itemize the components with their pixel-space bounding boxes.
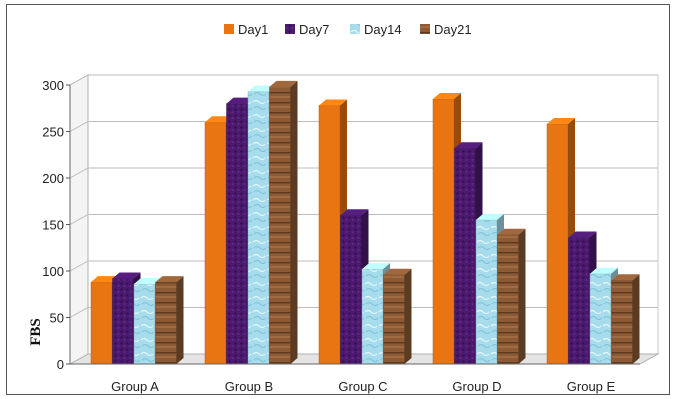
bar-front — [204, 121, 227, 365]
x-tick-label: Group A — [111, 379, 159, 394]
legend-swatch — [285, 24, 295, 34]
bar-front — [155, 281, 177, 365]
bar-front — [432, 98, 455, 365]
bar-front — [133, 283, 156, 365]
legend: Day1 Day7 Day14 Day21 — [224, 22, 472, 37]
bar-front — [611, 280, 633, 365]
y-tick-label: 50 — [50, 311, 64, 326]
bar-top — [112, 272, 141, 279]
bars — [90, 80, 640, 365]
bar-top — [91, 276, 119, 283]
bar — [497, 228, 526, 365]
bar-front — [589, 273, 612, 365]
bar-side — [290, 80, 298, 365]
bar-top — [269, 80, 298, 87]
x-tick-label: Group E — [567, 379, 616, 394]
bar-side — [518, 228, 526, 364]
y-axis-label: FBS — [28, 318, 44, 346]
bar — [269, 80, 298, 365]
bar-top — [568, 231, 597, 238]
gridline — [69, 74, 658, 86]
bar-top — [611, 274, 640, 281]
bar-front — [226, 103, 248, 365]
bar-front — [90, 281, 113, 365]
bar-top — [134, 278, 162, 285]
bar-front — [318, 105, 341, 365]
bar-top — [433, 92, 461, 99]
bar-top — [547, 118, 575, 125]
bar-front — [568, 237, 590, 365]
bar-top — [205, 116, 233, 123]
legend-swatch — [224, 24, 234, 34]
bar-front — [269, 86, 291, 365]
gridline — [69, 121, 658, 132]
y-tick-label: 0 — [57, 357, 64, 372]
y-tick-label: 300 — [42, 78, 64, 93]
bar-top — [497, 228, 526, 235]
bar — [383, 268, 412, 365]
bar-front — [340, 214, 362, 365]
legend-swatch — [420, 24, 430, 34]
bar-front — [361, 268, 384, 365]
bar-top — [383, 268, 412, 275]
y-tick-label: 150 — [42, 218, 64, 233]
legend-label: Day1 — [238, 22, 268, 37]
legend-label: Day14 — [364, 22, 402, 37]
bar — [611, 274, 640, 365]
x-tick-label: Group C — [338, 379, 387, 394]
legend-label: Day21 — [434, 22, 472, 37]
bar — [155, 276, 184, 365]
bar-side — [632, 274, 640, 364]
bar-front — [546, 123, 569, 365]
bar-front — [383, 274, 405, 365]
bar-top — [155, 276, 184, 283]
legend-label: Day7 — [299, 22, 329, 37]
x-tick-label: Group B — [225, 379, 273, 394]
bar-front — [247, 91, 270, 365]
bar-top — [590, 267, 618, 274]
y-tick-label: 100 — [42, 264, 64, 279]
axes: 0 50 100 150 200 250 300 FBS Group A Group B Group… — [28, 78, 640, 394]
bar-top — [476, 213, 504, 220]
bar-top — [319, 99, 347, 106]
bar-top — [248, 85, 276, 92]
legend-swatch — [350, 24, 360, 34]
y-tick-label: 250 — [42, 125, 64, 140]
bar-front — [112, 278, 134, 365]
x-tick-label: Group D — [452, 379, 501, 394]
bar-top — [454, 142, 483, 149]
bar-side — [404, 268, 412, 364]
bar-top — [362, 263, 390, 270]
bar-side — [176, 276, 184, 364]
y-tick-label: 200 — [42, 171, 64, 186]
bar-front — [497, 234, 519, 365]
bar-front — [454, 147, 476, 365]
bar-top — [226, 97, 255, 104]
bar-top — [340, 209, 369, 216]
bar-front — [475, 219, 498, 365]
